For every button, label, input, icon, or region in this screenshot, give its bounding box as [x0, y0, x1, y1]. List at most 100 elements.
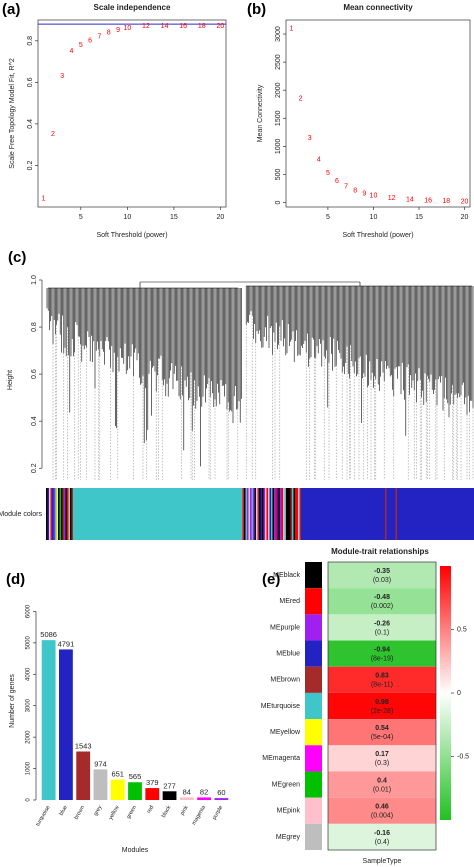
color-stripe [400, 488, 402, 540]
color-stripe [223, 488, 225, 540]
heatmap-cell [328, 823, 436, 850]
row-label: MEturquoise [261, 703, 300, 710]
y-tick-label: 0.8 [31, 322, 38, 332]
point-label: 12 [142, 23, 150, 30]
color-stripe [218, 488, 221, 540]
color-stripe [458, 488, 461, 540]
dendrogram-tree [46, 281, 474, 467]
color-stripe [208, 488, 210, 540]
bar [179, 797, 194, 800]
color-stripe [466, 488, 468, 540]
x-tick-label: turquoise [35, 805, 52, 828]
color-stripe [448, 488, 450, 540]
y-tick-label: 0.2 [27, 160, 34, 170]
color-stripe [340, 488, 342, 540]
color-stripe [164, 488, 167, 540]
color-stripe [307, 488, 309, 540]
row-label: MEblue [276, 650, 300, 657]
color-stripe [179, 488, 182, 540]
color-stripe [236, 488, 239, 540]
value-label: 84 [183, 787, 191, 796]
color-stripe [413, 488, 416, 540]
x-tick-label: magenta [191, 804, 207, 826]
color-stripe [149, 488, 152, 540]
bar [93, 769, 108, 800]
x-tick-label: black [161, 805, 173, 819]
color-stripe [65, 488, 68, 540]
point-label: 5 [326, 170, 330, 177]
y-tick-label: 0.4 [27, 119, 34, 129]
color-stripe [214, 488, 216, 540]
cell-pvalue: (0.3) [375, 760, 389, 767]
color-stripe [281, 488, 284, 540]
point-label: 4 [317, 157, 321, 164]
row-label: MEmagenta [262, 755, 300, 762]
color-stripe [443, 488, 446, 540]
color-stripe [56, 488, 59, 540]
color-stripe [404, 488, 407, 540]
point-label: 9 [116, 27, 120, 34]
point-label: 16 [179, 23, 187, 30]
value-label: 1543 [75, 741, 92, 750]
color-stripe [349, 488, 351, 540]
row-label: MEpurple [270, 624, 300, 631]
color-stripe [341, 488, 344, 540]
module-color-bar [46, 488, 474, 540]
color-stripe [139, 488, 141, 540]
value-label: 379 [146, 778, 159, 787]
y-tick-label: 1.0 [31, 275, 38, 285]
color-stripe [392, 488, 395, 540]
y-tick-label: 0.2 [31, 463, 38, 473]
x-tick-label: red [146, 805, 155, 815]
color-tick-label: 0 [457, 690, 461, 697]
color-stripe [152, 488, 155, 540]
bar [145, 788, 160, 800]
color-stripe [370, 488, 372, 540]
color-stripe [463, 488, 465, 540]
color-stripe [355, 488, 357, 540]
point-label: 18 [442, 198, 450, 205]
color-stripe [283, 488, 285, 540]
x-tick-label: 5 [79, 214, 83, 221]
cell-pvalue: (8e-11) [371, 682, 393, 689]
color-stripe [266, 488, 269, 540]
heatmap-cell [328, 797, 436, 824]
color-stripe [200, 488, 203, 540]
color-stripe [188, 488, 191, 540]
color-stripe [95, 488, 98, 540]
panel-label: (c) [8, 249, 26, 266]
color-stripe [280, 488, 282, 540]
color-stripe [292, 488, 294, 540]
color-stripe [173, 488, 176, 540]
y-tick-label: 2500 [275, 54, 282, 70]
row-label: MEbrown [270, 677, 300, 684]
row-label: MEblack [273, 572, 300, 579]
cell-pvalue: (5e-04) [371, 734, 394, 741]
y-tick-label: 0.6 [27, 77, 34, 87]
color-stripe [142, 488, 144, 540]
color-stripe [104, 488, 107, 540]
color-stripe [86, 488, 89, 540]
color-stripe [148, 488, 150, 540]
color-stripe [98, 488, 101, 540]
color-stripe [125, 488, 128, 540]
color-stripe [284, 488, 287, 540]
y-tick-label: 2000 [275, 82, 282, 98]
color-stripe [260, 488, 263, 540]
color-stripe [256, 488, 258, 540]
color-stripe [85, 488, 87, 540]
color-stripe [454, 488, 456, 540]
color-stripe [167, 488, 170, 540]
value-label: 651 [111, 770, 124, 779]
color-stripe [49, 488, 51, 540]
row-label: MEyellow [270, 729, 301, 736]
panel-label: (e) [262, 571, 280, 588]
color-stripe [272, 488, 275, 540]
color-stripe [53, 488, 56, 540]
y-tick-label: 3000 [26, 698, 32, 712]
point-label: 20 [217, 23, 225, 30]
point-label: 7 [97, 33, 101, 40]
color-stripe [337, 488, 339, 540]
cell-value: -0.48 [374, 594, 390, 601]
